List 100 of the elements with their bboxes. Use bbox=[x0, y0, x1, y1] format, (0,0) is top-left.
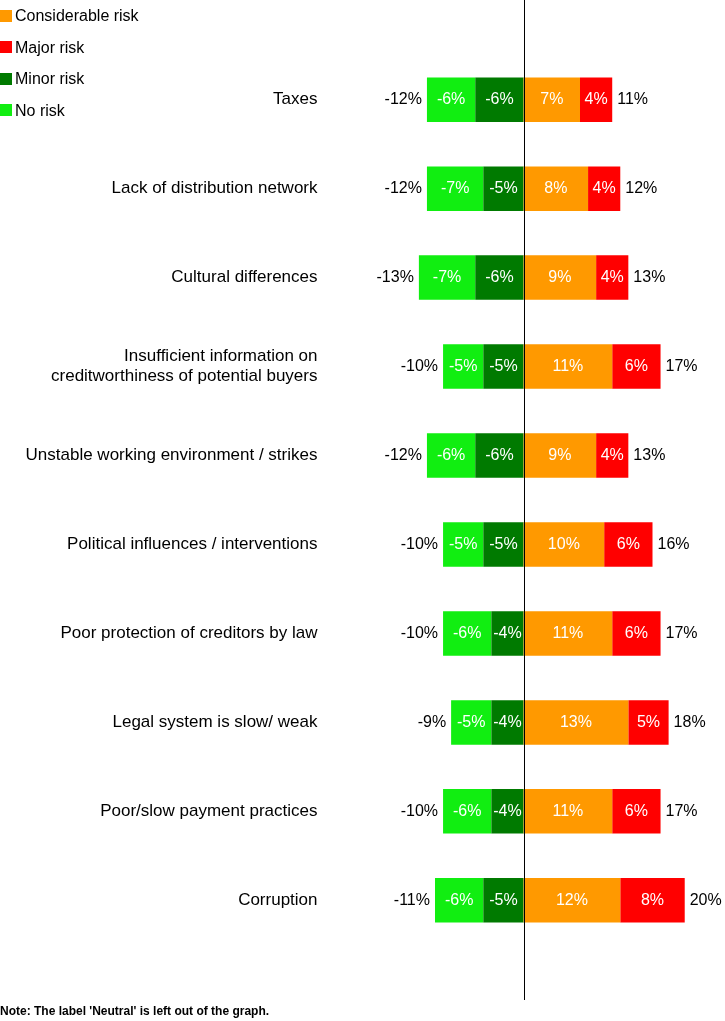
annotation: 13% bbox=[633, 445, 666, 463]
data-label: 6% bbox=[624, 356, 648, 374]
annotation: 18% bbox=[673, 712, 706, 730]
annotation: 17% bbox=[665, 623, 698, 641]
bar bbox=[612, 611, 661, 656]
data-label: 5% bbox=[636, 712, 661, 730]
annotation: 20% bbox=[689, 890, 722, 908]
annotation: 16% bbox=[657, 534, 690, 552]
data-label: -6% bbox=[444, 890, 474, 908]
bar bbox=[523, 789, 613, 834]
bar bbox=[604, 522, 653, 567]
data-label: -6% bbox=[453, 623, 482, 641]
bar bbox=[443, 344, 484, 389]
legend-label: Minor risk bbox=[15, 69, 85, 89]
bar bbox=[580, 77, 613, 122]
bar bbox=[612, 344, 661, 389]
data-label: -5% bbox=[489, 356, 518, 374]
data-label: 8% bbox=[640, 890, 665, 908]
bar bbox=[523, 344, 613, 389]
data-label: 4% bbox=[600, 268, 624, 286]
data-label: 6% bbox=[624, 801, 648, 819]
data-label: -5% bbox=[489, 179, 518, 197]
y-tick-label: Cultural differences bbox=[171, 267, 318, 287]
annotation: -10% bbox=[400, 801, 439, 819]
data-label: 12% bbox=[555, 890, 588, 908]
data-label: -7% bbox=[432, 268, 462, 286]
data-label: -4% bbox=[493, 801, 522, 819]
data-label: -5% bbox=[448, 356, 478, 374]
bar bbox=[483, 344, 524, 389]
data-label: 9% bbox=[548, 445, 572, 463]
y-tick-label: Insufficient information on creditworthiness of potential buyers bbox=[51, 346, 318, 386]
annotation: -12% bbox=[384, 179, 422, 197]
data-label: -7% bbox=[440, 179, 470, 197]
data-label: -6% bbox=[485, 445, 514, 463]
bar bbox=[443, 789, 492, 834]
y-tick-label: Poor protection of creditors by law bbox=[60, 623, 319, 643]
bar bbox=[475, 255, 524, 300]
bar bbox=[596, 433, 629, 478]
data-label: 4% bbox=[600, 445, 624, 463]
data-label: 7% bbox=[540, 90, 564, 108]
bar bbox=[491, 700, 524, 745]
y-tick-label: Unstable working environment / strikes bbox=[25, 445, 318, 465]
data-label: -4% bbox=[493, 623, 522, 641]
y-tick-label: Poor/slow payment practices bbox=[100, 801, 318, 821]
annotation: 17% bbox=[665, 356, 698, 374]
data-label: -6% bbox=[485, 268, 514, 286]
annotation: -9% bbox=[417, 712, 447, 730]
data-label: -6% bbox=[436, 445, 466, 463]
data-label: 9% bbox=[548, 268, 572, 286]
y-tick-label: Legal system is slow/ weak bbox=[112, 712, 318, 732]
annotation: -10% bbox=[400, 356, 439, 374]
bar bbox=[483, 522, 524, 567]
bar bbox=[523, 433, 597, 478]
data-label: 13% bbox=[559, 712, 592, 730]
bar bbox=[523, 878, 621, 923]
data-label: 6% bbox=[616, 534, 640, 552]
bar bbox=[451, 700, 492, 745]
bar bbox=[523, 77, 580, 122]
annotation: 11% bbox=[617, 90, 649, 108]
annotation: -13% bbox=[376, 268, 414, 286]
bar bbox=[418, 255, 476, 300]
bar bbox=[475, 77, 524, 122]
annotation: 12% bbox=[625, 179, 658, 197]
legend-label: No risk bbox=[15, 100, 65, 121]
data-label: -5% bbox=[448, 534, 478, 552]
data-label: -4% bbox=[493, 712, 522, 730]
bar bbox=[443, 611, 492, 656]
annotation: 13% bbox=[633, 268, 666, 286]
bar bbox=[523, 166, 589, 211]
bar bbox=[483, 166, 524, 211]
legend-label: Major risk bbox=[15, 37, 85, 58]
data-label: -5% bbox=[489, 534, 518, 552]
data-label: 8% bbox=[544, 179, 568, 197]
bar bbox=[426, 166, 484, 211]
bar bbox=[612, 789, 661, 834]
data-label: 6% bbox=[624, 623, 648, 641]
annotation: -11% bbox=[393, 890, 430, 908]
legend-label: Considerable risk bbox=[15, 6, 139, 26]
y-tick-label: Corruption bbox=[238, 890, 318, 910]
bar bbox=[523, 611, 613, 656]
bar bbox=[523, 255, 597, 300]
data-label: 10% bbox=[547, 534, 580, 552]
bar bbox=[628, 700, 669, 745]
bar bbox=[443, 522, 484, 567]
bar bbox=[491, 611, 524, 656]
bar bbox=[523, 700, 629, 745]
y-tick-label: Taxes bbox=[273, 89, 318, 109]
bar bbox=[475, 433, 524, 478]
bar bbox=[426, 77, 476, 122]
y-tick-label: Lack of distribution network bbox=[111, 178, 318, 198]
annotation: -12% bbox=[384, 90, 422, 108]
data-label: -6% bbox=[453, 801, 482, 819]
data-label: -6% bbox=[485, 90, 514, 108]
bar bbox=[620, 878, 685, 923]
annotation: 17% bbox=[665, 801, 698, 819]
data-label: 4% bbox=[592, 179, 616, 197]
annotation: -10% bbox=[400, 623, 439, 641]
y-tick-label: Political influences / interventions bbox=[67, 534, 318, 554]
data-label: 4% bbox=[584, 90, 608, 108]
data-label: -5% bbox=[489, 890, 518, 908]
